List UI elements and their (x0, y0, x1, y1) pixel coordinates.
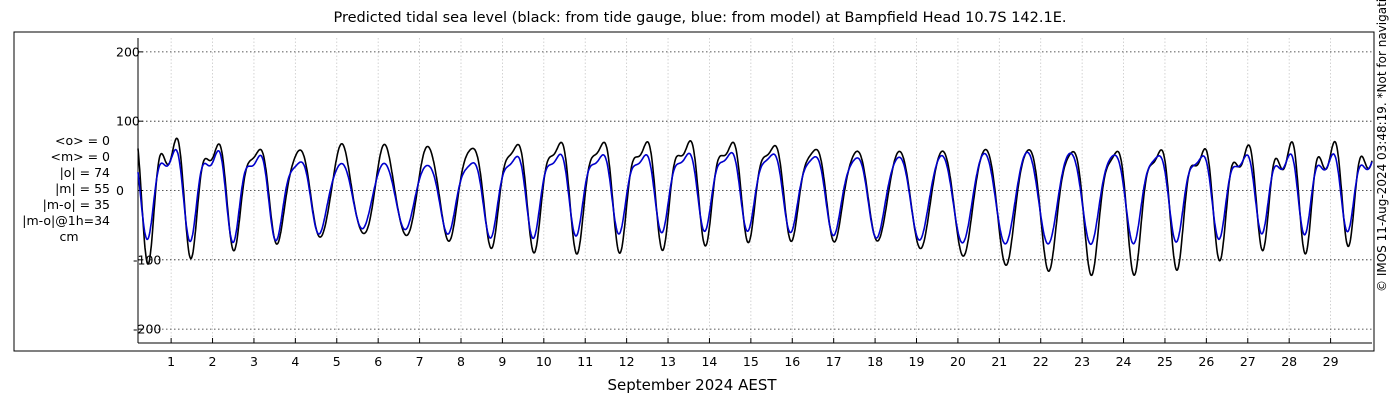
x-tick-label: 15 (743, 354, 759, 369)
x-tick-label: 5 (333, 354, 341, 369)
x-tick-label: 14 (701, 354, 717, 369)
y-tick-label: 200 (116, 44, 140, 59)
x-tick-label: 23 (1074, 354, 1090, 369)
x-tick-label: 10 (536, 354, 552, 369)
y-tick-label: 0 (116, 183, 124, 198)
x-tick-label: 2 (209, 354, 217, 369)
x-tick-label: 25 (1157, 354, 1173, 369)
statistics-panel: <o> = 0 <m> = 0 |o| = 74 |m| = 55 |m-o| … (14, 133, 110, 245)
x-tick-label: 24 (1116, 354, 1132, 369)
x-tick-label: 28 (1281, 354, 1297, 369)
stat-mean-model: <m> = 0 (50, 149, 111, 164)
x-tick-label: 26 (1198, 354, 1214, 369)
x-tick-label: 8 (457, 354, 465, 369)
series-line-model (137, 148, 1373, 246)
x-tick-label: 18 (867, 354, 883, 369)
x-tick-label: 27 (1240, 354, 1256, 369)
stat-abs-observed: |o| = 74 (59, 165, 110, 180)
grid-lines (138, 38, 1372, 343)
x-tick-label: 17 (826, 354, 842, 369)
stat-abs-difference: |m-o| = 35 (42, 197, 110, 212)
stat-abs-model: |m| = 55 (55, 181, 110, 196)
x-tick-label: 21 (991, 354, 1007, 369)
chart-title: Predicted tidal sea level (black: from t… (333, 10, 1067, 26)
x-tick-label: 1 (167, 354, 175, 369)
x-tick-label: 19 (909, 354, 925, 369)
stat-mean-observed: <o> = 0 (55, 133, 110, 148)
stat-abs-difference-1h: |m-o|@1h=34 (22, 213, 110, 228)
x-tick-label: 29 (1323, 354, 1339, 369)
x-tick-label: 12 (619, 354, 635, 369)
x-tick-label: 13 (660, 354, 676, 369)
x-axis-label: September 2024 AEST (607, 376, 777, 394)
series-line-tide-gauge (137, 137, 1373, 277)
outer-frame (13, 31, 1375, 352)
series-lines (137, 137, 1373, 277)
x-tick-label: 20 (950, 354, 966, 369)
x-tick-label: 11 (577, 354, 593, 369)
x-tick-label: 22 (1033, 354, 1049, 369)
x-tick-label: 7 (416, 354, 424, 369)
stat-unit: cm (59, 229, 79, 244)
x-tick-label: 4 (291, 354, 299, 369)
x-tick-label: 3 (250, 354, 258, 369)
x-tick-label: 9 (498, 354, 506, 369)
x-tick-label: 6 (374, 354, 382, 369)
y-tick-label: -200 (133, 322, 161, 337)
y-tick-label: 100 (116, 114, 140, 129)
x-tick-label: 16 (784, 354, 800, 369)
